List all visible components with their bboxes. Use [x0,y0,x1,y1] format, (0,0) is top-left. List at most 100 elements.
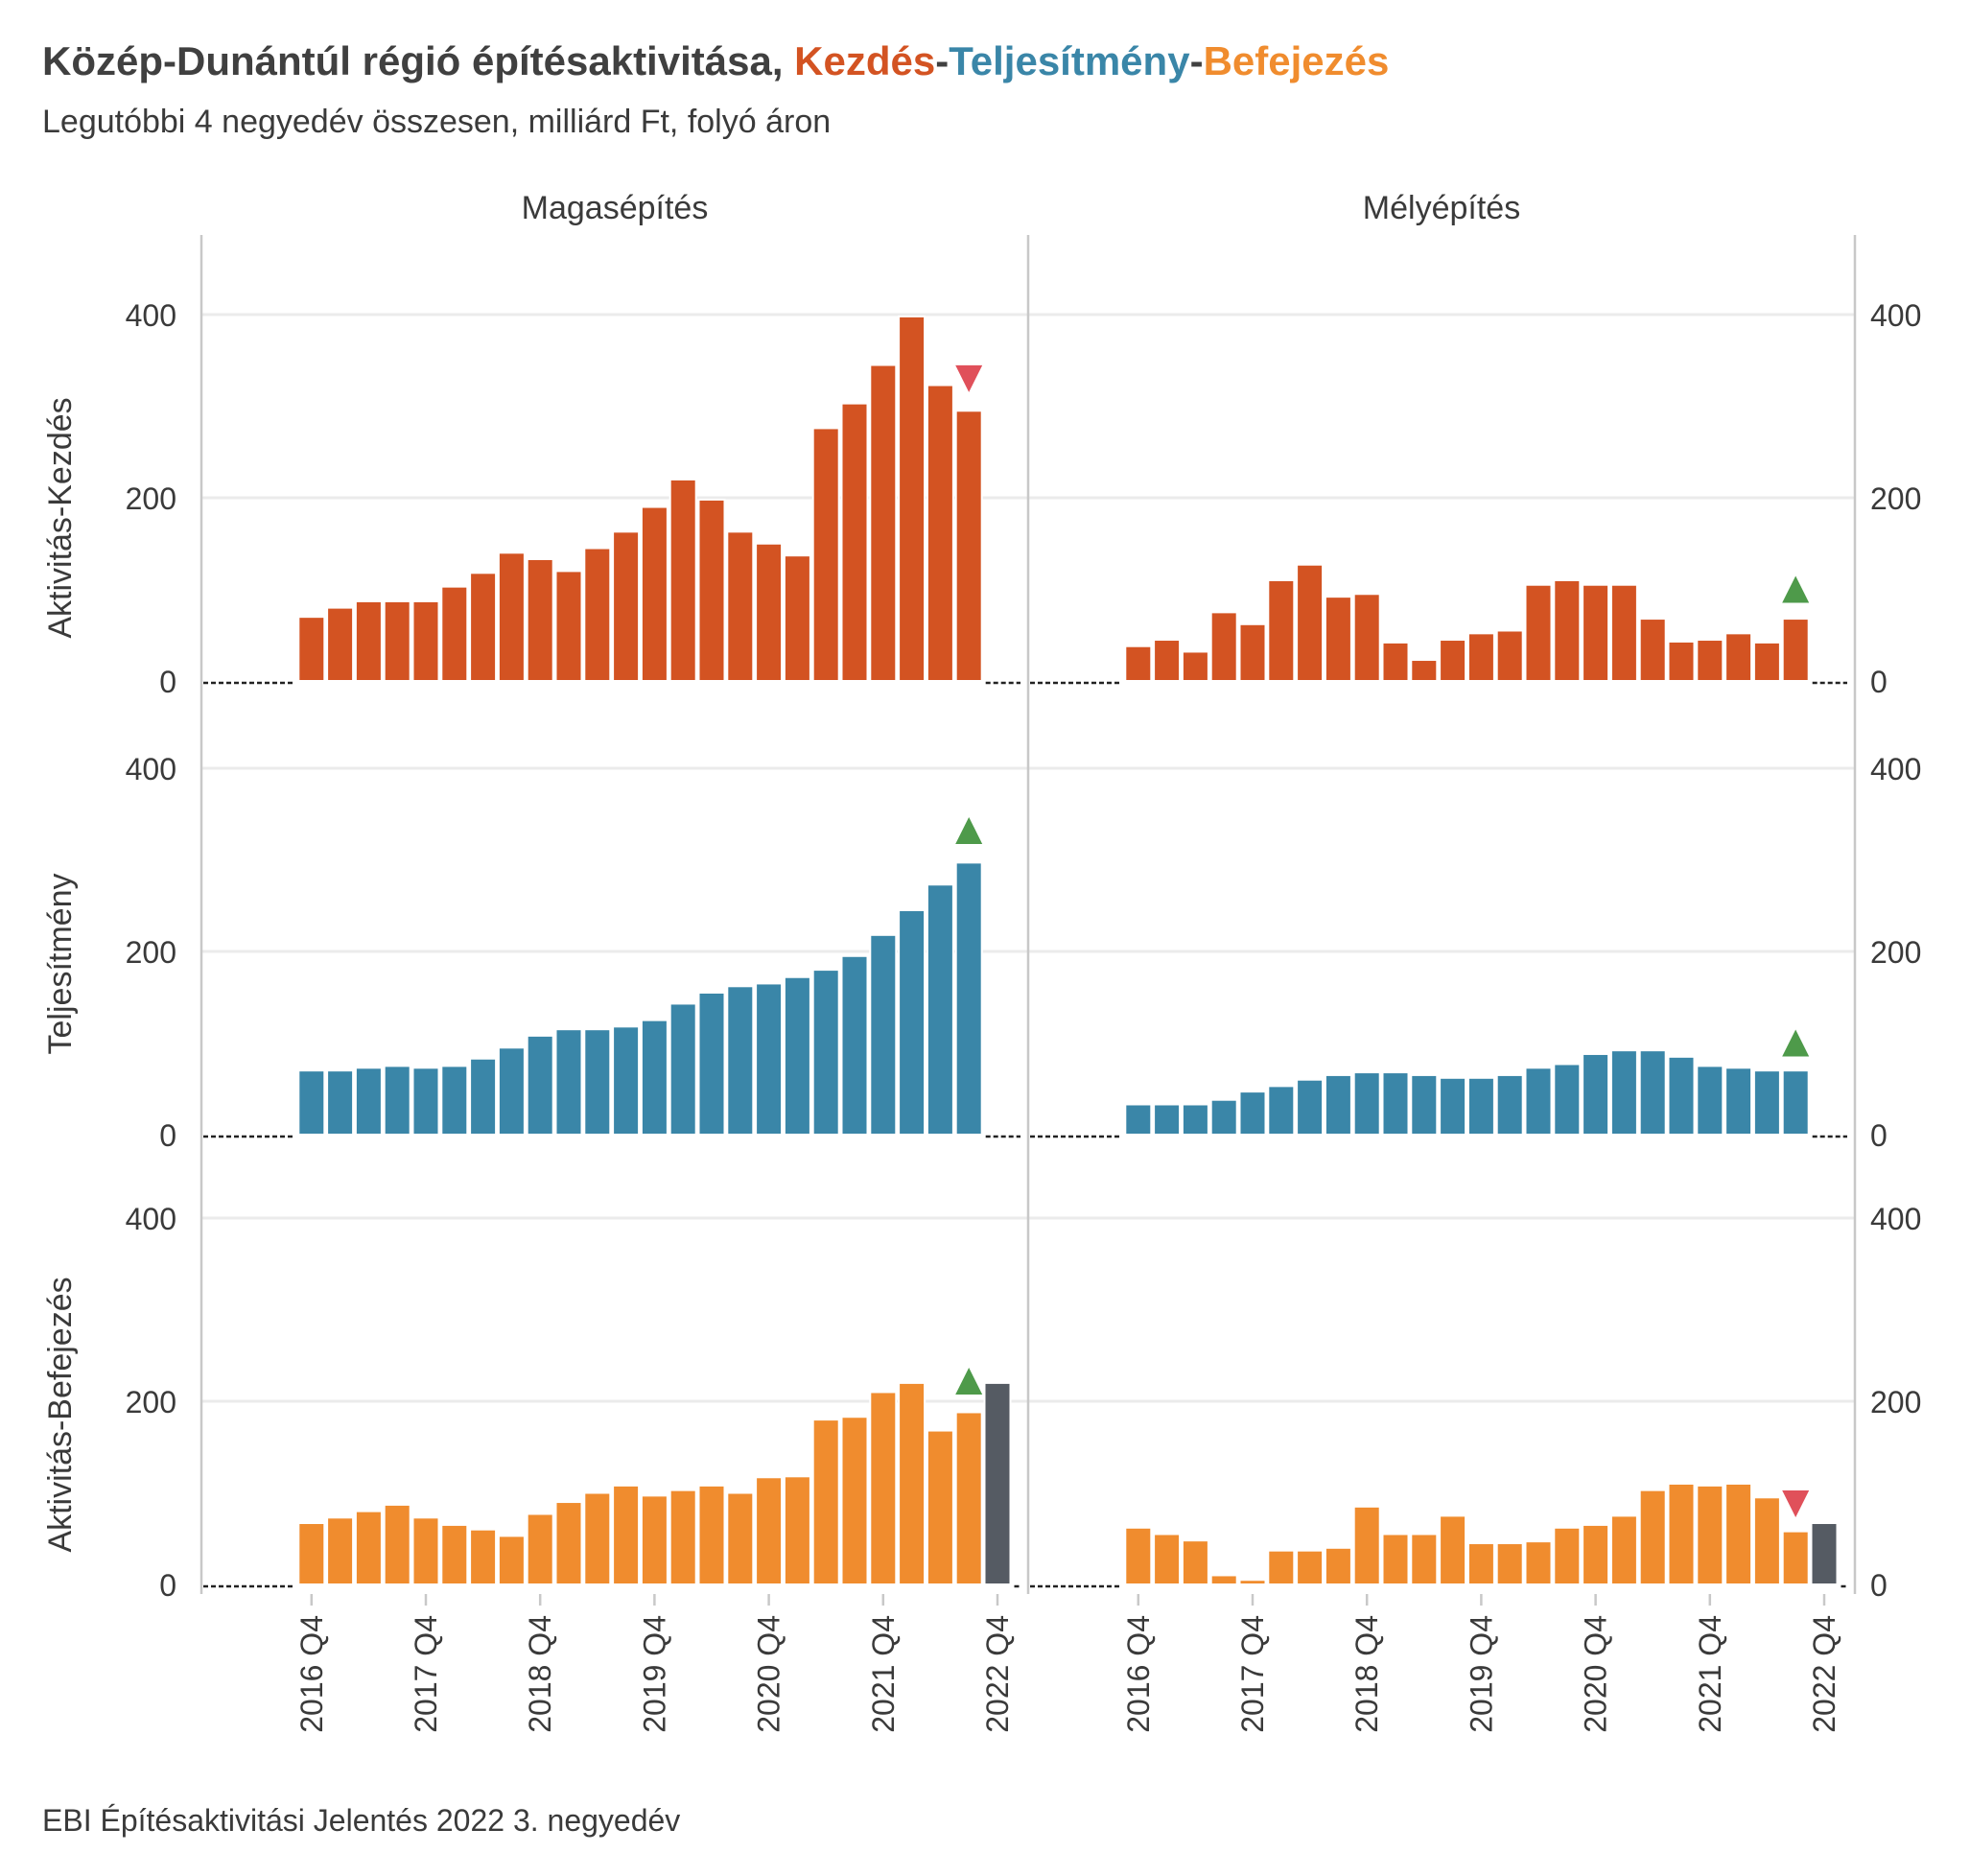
bar-kezdes-1-17 [1609,583,1638,682]
bar-befejezes-1-11 [1439,1514,1467,1585]
bar-teljesitmeny-0-0 [297,1069,326,1137]
bar-kezdes-1-12 [1466,632,1495,683]
bar-befejezes-0-2 [354,1510,383,1585]
bar-befejezes-1-21 [1724,1482,1753,1585]
bar-kezdes-0-3 [383,599,411,682]
bar-kezdes-1-9 [1381,641,1410,683]
bar-befejezes-1-23 [1781,1530,1810,1585]
bar-kezdes-0-4 [411,599,440,682]
bar-kezdes-1-13 [1495,629,1524,682]
bar-teljesitmeny-0-11 [612,1025,641,1137]
bar-kezdes-1-0 [1124,645,1153,683]
y-tick-right-0-200: 200 [1870,481,1921,516]
row-label-0: Aktivitás-Kezdés [42,397,79,638]
bar-befejezes-1-15 [1553,1526,1582,1586]
bar-befejezes-1-4 [1238,1579,1267,1585]
bar-kezdes-0-16 [755,542,784,682]
bar-teljesitmeny-1-15 [1553,1063,1582,1136]
panel-0-2 [203,1367,1020,1588]
y-tick-left-0-200: 200 [126,481,176,516]
bar-kezdes-0-18 [811,427,840,682]
bar-befejezes-1-2 [1181,1539,1209,1586]
bar-befejezes-0-11 [612,1484,641,1585]
bar-kezdes-0-7 [497,551,526,682]
bar-teljesitmeny-0-7 [497,1046,526,1137]
panel-1-2 [1030,1482,1847,1588]
bar-teljesitmeny-1-20 [1696,1065,1724,1136]
bar-teljesitmeny-0-17 [783,975,811,1136]
y-tick-left-2-400: 400 [126,1202,176,1236]
bar-teljesitmeny-1-11 [1439,1076,1467,1137]
bar-teljesitmeny-0-9 [554,1028,583,1137]
bar-kezdes-0-17 [783,554,811,682]
bar-befejezes-1-10 [1410,1533,1439,1585]
bar-kezdes-1-3 [1209,611,1238,682]
bar-teljesitmeny-1-10 [1410,1073,1439,1137]
y-tick-right-2-0: 0 [1870,1568,1888,1603]
bar-kezdes-0-1 [326,606,355,682]
bar-befejezes-0-19 [840,1416,869,1585]
trend-down-arrow-1-2 [1782,1489,1810,1517]
bar-teljesitmeny-0-12 [640,1019,668,1136]
x-tick-label-0-5: 2021 Q4 [866,1615,901,1733]
bar-teljesitmeny-1-22 [1752,1069,1781,1137]
bar-befejezes-1-22 [1752,1496,1781,1586]
y-tick-right-1-0: 0 [1870,1118,1888,1153]
bar-kezdes-1-22 [1752,641,1781,683]
bar-befejezes-1-9 [1381,1533,1410,1585]
bar-kezdes-0-21 [898,315,926,682]
bar-teljesitmeny-1-13 [1495,1073,1524,1137]
title-dash-1: - [935,38,950,83]
trend-up-arrow-0-2 [955,1367,983,1395]
bar-forecast-0 [983,1381,1012,1586]
bar-befejezes-0-14 [697,1484,726,1585]
bar-kezdes-1-11 [1439,639,1467,683]
bar-befejezes-0-0 [297,1522,326,1586]
bar-teljesitmeny-0-8 [526,1034,554,1136]
y-tick-right-0-0: 0 [1870,665,1888,699]
bar-befejezes-1-3 [1209,1574,1238,1585]
bar-kezdes-1-20 [1696,639,1724,683]
bar-kezdes-0-22 [926,384,954,682]
bar-teljesitmeny-0-23 [954,861,983,1136]
x-tick-label-0-6: 2022 Q4 [980,1615,1015,1733]
bar-forecast-1 [1810,1522,1839,1586]
facet-bar-chart: Magasépítés Mélyépítés Aktivitás-Kezdés Tel… [42,190,1921,1733]
y-tick-left-2-0: 0 [159,1568,176,1603]
bar-kezdes-1-10 [1410,659,1439,682]
bar-kezdes-1-14 [1524,583,1553,682]
bar-kezdes-0-11 [612,530,641,683]
x-tick-label-0-3: 2019 Q4 [637,1615,671,1733]
bar-kezdes-1-1 [1153,639,1182,683]
bar-kezdes-0-2 [354,599,383,682]
chart-title: Közép-Dunántúl régió építésaktivitása, K… [42,38,1389,84]
bar-kezdes-1-21 [1724,632,1753,683]
y-tick-left-0-0: 0 [159,665,176,699]
title-kezdes: Kezdés [794,38,936,83]
bar-befejezes-0-8 [526,1513,554,1585]
bar-kezdes-0-0 [297,616,326,683]
bar-befejezes-0-3 [383,1503,411,1586]
x-tick-label-1-1: 2017 Q4 [1235,1615,1270,1733]
bar-befejezes-1-8 [1352,1505,1381,1585]
bar-teljesitmeny-1-3 [1209,1098,1238,1136]
bar-befejezes-1-5 [1267,1549,1296,1586]
panel-0-1 [203,816,1020,1138]
bar-kezdes-1-6 [1296,563,1325,683]
bar-teljesitmeny-1-6 [1296,1078,1325,1136]
bar-teljesitmeny-0-22 [926,883,954,1136]
y-tick-right-0-400: 400 [1870,298,1921,333]
bar-teljesitmeny-1-2 [1181,1103,1209,1136]
bar-befejezes-0-10 [583,1491,612,1585]
chart-caption: EBI Építésaktivitási Jelentés 2022 3. ne… [42,1803,681,1838]
trend-up-arrow-1-0 [1782,575,1810,603]
bar-kezdes-1-8 [1352,593,1381,683]
x-tick-label-1-4: 2020 Q4 [1579,1615,1613,1733]
bar-teljesitmeny-0-18 [811,969,840,1136]
bar-kezdes-0-19 [840,402,869,682]
facet-header-1: Mélyépítés [1363,190,1520,226]
bar-teljesitmeny-1-19 [1667,1055,1696,1136]
y-tick-right-1-400: 400 [1870,752,1921,786]
title-prefix: Közép-Dunántúl régió építésaktivitása, [42,38,795,83]
bar-befejezes-0-23 [954,1411,983,1585]
